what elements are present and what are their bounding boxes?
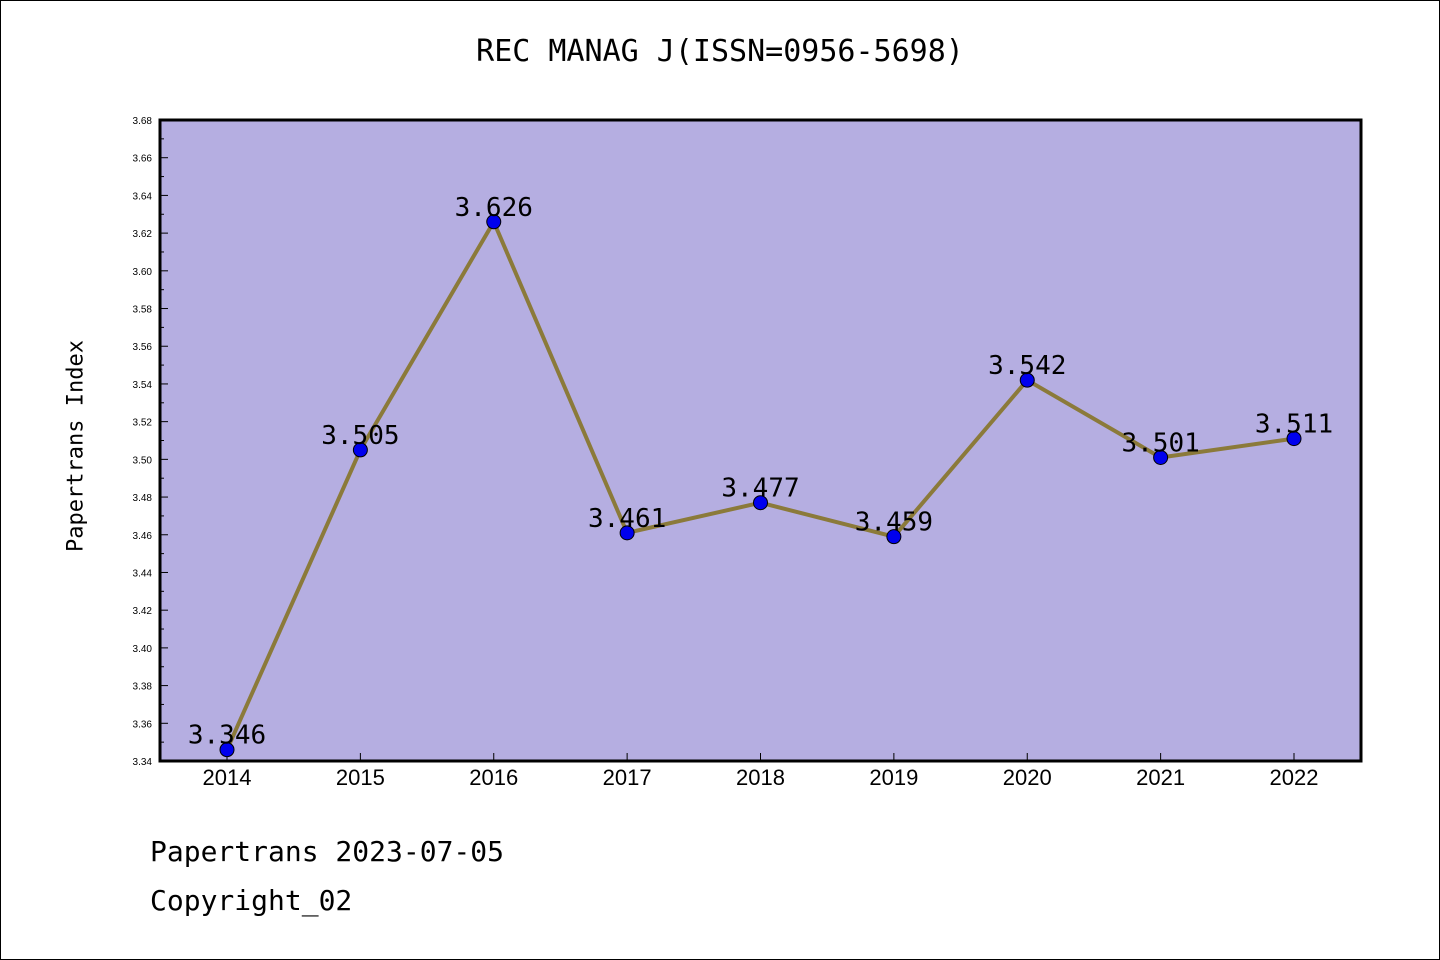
plot-area [158,118,1363,763]
y-tick-label: 3.58 [133,305,153,316]
y-tick-label: 3.34 [133,757,153,768]
y-axis: 3.34 3.36 3.38 3.40 3.42 3.44 3.46 3.48 3.50 3.52… [133,116,168,768]
data-point [753,495,768,511]
data-point [219,742,235,758]
data-point [486,214,502,230]
x-tick-label: 2017 [603,765,652,790]
data-point [352,442,368,458]
y-tick-label: 3.52 [133,418,153,429]
x-tick-label: 2015 [336,765,385,790]
data-point [619,525,635,541]
y-tick-label: 3.40 [133,644,153,655]
data-label: 3.626 [455,193,533,223]
data-label: 3.459 [855,508,933,538]
chart-title: REC MANAG J(ISSN=0956-5698) [476,34,964,69]
data-label: 3.501 [1121,428,1199,458]
data-label: 3.511 [1255,410,1333,440]
data-label: 3.346 [188,721,266,751]
y-tick-label: 3.64 [133,191,153,202]
data-markers [219,214,1302,758]
data-labels: 3.346 3.505 3.626 3.461 3.477 3.459 3.542 3.501… [188,193,1333,751]
data-label: 3.542 [988,351,1066,381]
y-tick-label: 3.54 [133,380,153,391]
data-label: 3.505 [321,421,399,451]
y-tick-label: 3.42 [133,606,153,617]
y-tick-label: 3.46 [133,531,153,542]
data-label: 3.461 [588,504,666,534]
y-tick-label: 3.56 [133,342,153,353]
x-tick-label: 2014 [203,765,252,790]
y-tick-label: 3.60 [133,267,153,278]
y-tick-label: 3.44 [133,568,153,579]
y-tick-label: 3.66 [133,154,153,165]
x-tick-label: 2019 [869,765,918,790]
data-point [886,529,902,545]
x-tick-label: 2022 [1270,765,1319,790]
data-label: 3.477 [721,474,799,504]
x-tick-label: 2018 [736,765,785,790]
x-axis: 2014 2015 2016 2017 2018 2019 2020 2021 2022 [203,753,1319,790]
footer-copyright: Copyright_02 [150,884,353,917]
x-tick-label: 2021 [1136,765,1185,790]
footer-date: Papertrans 2023-07-05 [150,835,505,868]
y-tick-label: 3.62 [133,229,153,240]
data-point [1019,372,1035,388]
y-tick-label: 3.38 [133,682,153,693]
y-tick-label: 3.50 [133,455,153,466]
x-tick-label: 2016 [469,765,518,790]
x-tick-label: 2020 [1003,765,1052,790]
y-tick-label: 3.48 [133,493,153,504]
data-point [1286,431,1302,447]
y-tick-label: 3.68 [133,116,153,127]
y-tick-label: 3.36 [133,719,153,730]
data-point [1153,449,1169,465]
